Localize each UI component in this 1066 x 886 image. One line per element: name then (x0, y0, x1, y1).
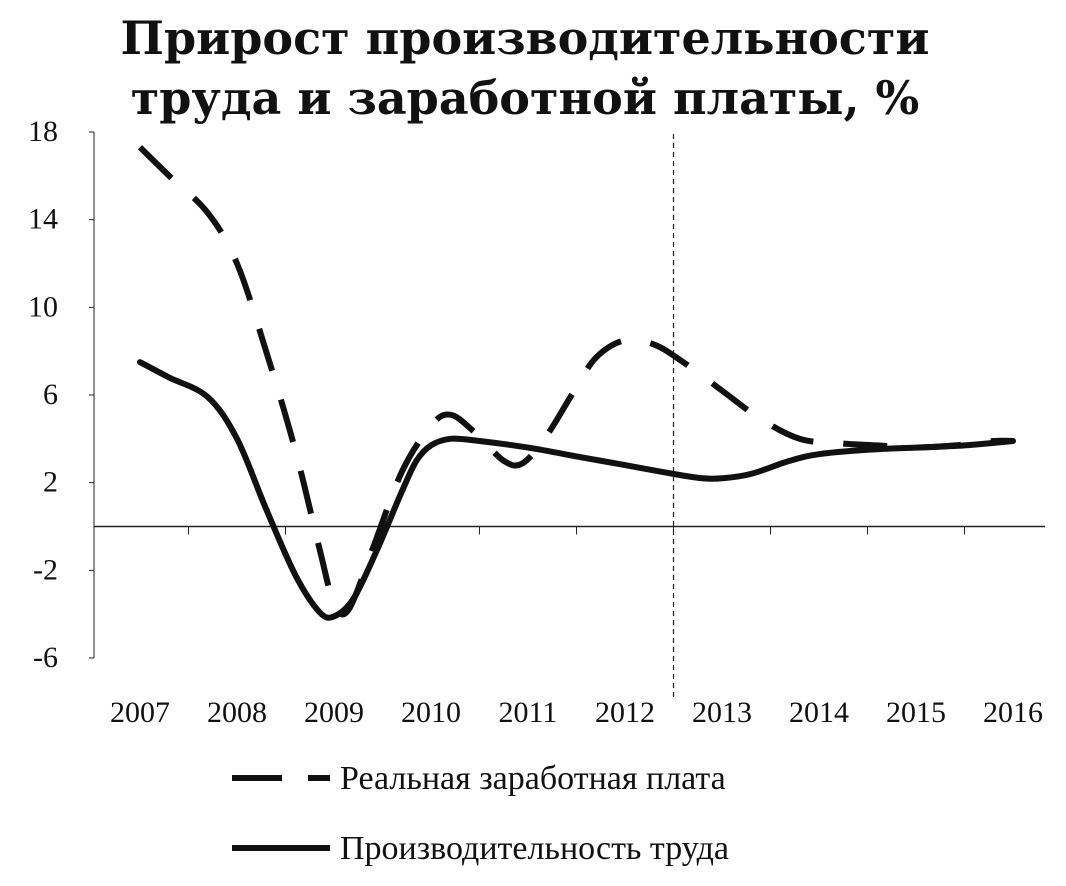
x-tick-label: 2012 (595, 696, 655, 729)
legend-label: Реальная заработная плата (340, 760, 726, 797)
y-tick-label: 6 (43, 378, 58, 411)
x-tick-label: 2015 (886, 696, 946, 729)
series-line-real-wage (137, 145, 1014, 618)
x-tick-label: 2008 (207, 696, 267, 729)
x-tick-label: 2014 (789, 696, 849, 729)
x-tick-label: 2007 (110, 696, 170, 729)
y-tick-label: 2 (43, 466, 58, 499)
series-line-productivity (137, 359, 1016, 621)
x-tick-label: 2016 (983, 696, 1043, 729)
y-tick-label: -2 (33, 553, 58, 586)
x-tick-label: 2013 (692, 696, 752, 729)
y-tick-label: 10 (28, 290, 58, 323)
x-tick-label: 2011 (499, 696, 558, 729)
y-tick-label: -6 (33, 641, 58, 674)
legend-label: Производительность труда (340, 830, 729, 867)
y-tick-label: 18 (28, 115, 58, 148)
x-tick-label: 2009 (304, 696, 364, 729)
x-tick-label: 2010 (401, 696, 461, 729)
chart-title-line-1: Прирост производительности (120, 11, 930, 65)
y-tick-label: 14 (28, 203, 58, 236)
chart-title-line-2: труда и заработной платы, % (130, 71, 920, 125)
chart-title: Прирост производительности труда и зараб… (0, 8, 1050, 128)
